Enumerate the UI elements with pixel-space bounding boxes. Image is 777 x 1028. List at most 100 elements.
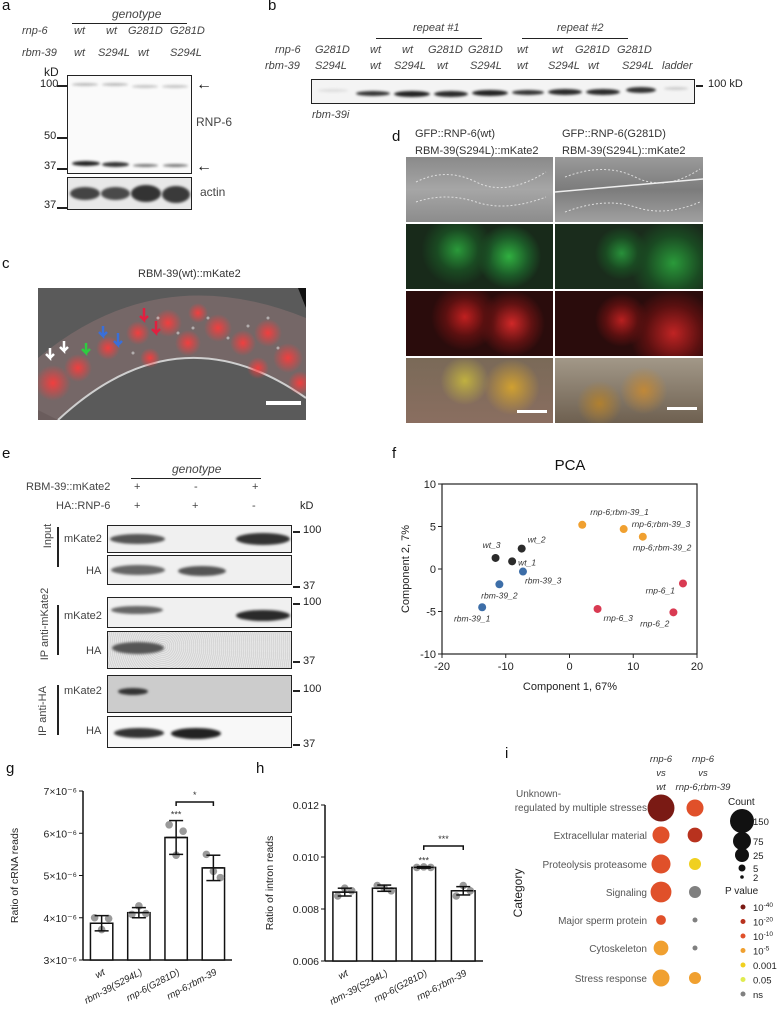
bubble	[652, 969, 670, 987]
rnp6-repeat-blot	[311, 79, 695, 104]
lane-rbm39: wt	[588, 60, 599, 72]
gfp-image-g281d	[555, 224, 703, 289]
chart-title: PCA	[555, 457, 586, 474]
legend-label: 10-10	[753, 931, 773, 943]
legend-title: Count	[728, 797, 755, 808]
legend-swatch	[740, 919, 746, 924]
column-header: vs	[656, 768, 666, 779]
category-label: Cytoskeleton	[589, 944, 647, 955]
data-point	[669, 608, 678, 617]
row-mkate2: mKate2	[64, 533, 102, 545]
bubble	[686, 799, 704, 817]
bubble	[651, 854, 671, 874]
legend-label: 0.001	[753, 961, 777, 972]
y-tick: 0.006	[293, 956, 319, 968]
bubble	[650, 881, 672, 903]
point-label: rbm-39_2	[481, 590, 518, 600]
bar	[332, 891, 358, 962]
mkate2-image-g281d	[555, 291, 703, 356]
y-tick: 7×10⁻⁶	[43, 786, 77, 798]
point-label: rnp-6_1	[646, 585, 676, 595]
tick	[293, 586, 300, 588]
col1-title-line1: GFP::RNP-6(wt)	[415, 128, 496, 140]
tick	[293, 690, 300, 692]
point-label: rnp-6;rbm-39_1	[590, 507, 649, 517]
data-point	[165, 821, 173, 829]
row1-label: RBM-39::mKate2	[26, 481, 111, 493]
panel-g-label: g	[6, 760, 15, 777]
bar	[450, 890, 476, 962]
genotype-underline	[72, 23, 187, 24]
data-point	[638, 532, 647, 541]
dic-image-g281d	[555, 157, 703, 222]
value: -	[194, 481, 198, 493]
data-point	[518, 567, 527, 576]
legend-label: 150	[753, 817, 769, 828]
repeat2-label: repeat #2	[557, 22, 604, 34]
rnp6-label: RNP-6	[196, 115, 233, 129]
panel-d-label: d	[392, 128, 401, 145]
y-tick: -5	[426, 607, 436, 619]
row-label-rbm39: rbm-39	[265, 60, 300, 72]
bar	[411, 866, 437, 962]
bubble	[687, 827, 703, 843]
data-point	[491, 553, 500, 562]
legend-label: 5	[753, 864, 758, 875]
lane-rbm39: S294L	[470, 60, 502, 72]
row-label-rnp6: rnp-6	[22, 25, 48, 37]
lane-rbm39: S294L	[622, 60, 654, 72]
value: +	[134, 481, 141, 493]
lane-rbm39: S294L	[315, 60, 347, 72]
column-header: rnp-6;rbm-39	[676, 782, 732, 793]
repeat1-label: repeat #1	[413, 22, 460, 34]
gfp-image-wt	[406, 224, 553, 289]
lane-rbm39: S294L	[548, 60, 580, 72]
col-rnp6: wt	[106, 25, 117, 37]
row-label-rnp6: rnp-6	[275, 44, 301, 56]
x-tick: -10	[498, 661, 514, 673]
significance-bracket	[423, 845, 464, 850]
lane-rnp6: G281D	[575, 44, 610, 56]
actin-marker-37: 37	[44, 199, 57, 211]
legend-swatch	[730, 809, 754, 833]
point-label: rnp-6;rbm-39_2	[633, 543, 692, 553]
panel-b-label: b	[268, 0, 277, 14]
panel-c-label: c	[2, 255, 10, 272]
tick	[293, 661, 300, 663]
worm-micrograph	[38, 288, 306, 420]
value: +	[192, 500, 199, 512]
plot-frame	[441, 483, 698, 655]
y-tick: 0.010	[293, 852, 319, 864]
point-label: rnp-6;rbm-39_3	[632, 519, 691, 529]
data-point	[678, 579, 687, 588]
bar	[126, 911, 151, 961]
point-label: rbm-39_3	[525, 576, 562, 586]
lane-rnp6: wt	[402, 44, 413, 56]
legend-label: 25	[753, 851, 764, 862]
kd-label: kD	[300, 500, 314, 512]
data-point	[508, 557, 517, 566]
y-tick: 10	[424, 479, 436, 491]
y-tick: -10	[420, 649, 436, 661]
pca-chart: PCA 10 5 0 -5 -10 -20 -10 0 10 20 Component 1, 67% C…	[395, 440, 777, 700]
merge-image-wt	[406, 358, 553, 423]
data-point	[517, 544, 526, 553]
row-mkate2: mKate2	[64, 610, 102, 622]
ip-mkate2-ha-blot	[107, 631, 292, 669]
y-tick: 3×10⁻⁶	[43, 955, 77, 967]
lane-rbm39: wt	[437, 60, 448, 72]
column-header: vs	[698, 768, 708, 779]
legend-label: 75	[753, 837, 764, 848]
group-bracket	[57, 605, 59, 655]
point-label: rnp-6_3	[604, 613, 634, 623]
y-tick: 0	[430, 564, 436, 576]
category-bubble-chart: rnp-6 vs wt rnp-6 vs rnp-6;rbm-39 Unknown-regu…	[500, 725, 777, 1023]
genotype-header: genotype	[112, 7, 162, 21]
data-point	[452, 892, 461, 900]
lane-rnp6: wt	[552, 44, 563, 56]
col2-title-line1: GFP::RNP-6(G281D)	[562, 128, 666, 140]
x-tick: -20	[434, 661, 450, 673]
marker-100: 100	[40, 78, 59, 90]
marker-100: 100	[303, 683, 322, 695]
x-axis-label: Component 1, 67%	[523, 681, 617, 693]
